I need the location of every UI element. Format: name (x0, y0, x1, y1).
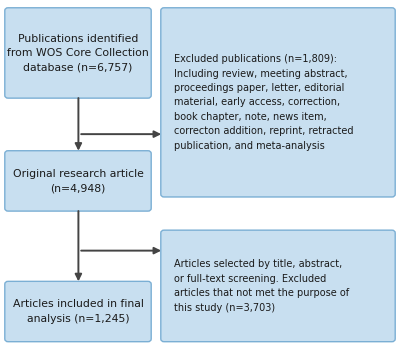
Text: Articles selected by title, abstract,
or full-text screening. Excluded
articles : Articles selected by title, abstract, or… (174, 259, 349, 312)
FancyBboxPatch shape (5, 281, 151, 342)
Text: Excluded publications (n=1,809):
Including review, meeting abstract,
proceedings: Excluded publications (n=1,809): Includi… (174, 54, 354, 151)
FancyBboxPatch shape (161, 8, 395, 197)
FancyBboxPatch shape (5, 151, 151, 211)
FancyBboxPatch shape (5, 8, 151, 98)
Text: Publications identified
from WOS Core Collection
database (n=6,757): Publications identified from WOS Core Co… (7, 34, 149, 72)
Text: Articles included in final
analysis (n=1,245): Articles included in final analysis (n=1… (12, 299, 144, 324)
Text: Original research article
(n=4,948): Original research article (n=4,948) (12, 169, 144, 193)
FancyBboxPatch shape (161, 230, 395, 342)
